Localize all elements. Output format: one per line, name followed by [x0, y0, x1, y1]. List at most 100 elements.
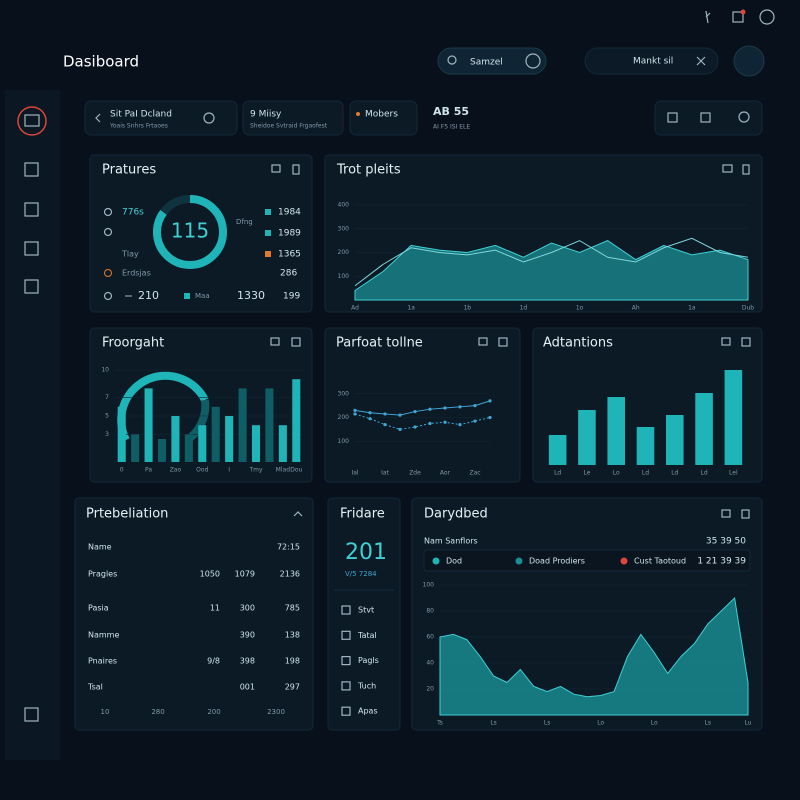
label: Maa: [195, 292, 210, 300]
icon[interactable]: [741, 509, 750, 519]
cell: 001: [240, 683, 255, 692]
x-tick-label: Ld: [700, 470, 707, 477]
row-label: Pasia: [88, 604, 109, 613]
icon: [203, 112, 215, 124]
swatch: [265, 209, 271, 215]
bar: [144, 388, 153, 462]
icon[interactable]: [271, 164, 281, 173]
bar: [157, 439, 167, 462]
tab[interactable]: [84, 100, 238, 136]
swatch: [184, 293, 190, 299]
icon: [341, 605, 351, 615]
nav-home[interactable]: [17, 106, 47, 136]
value: 210: [138, 289, 159, 302]
panel: [89, 154, 313, 313]
x-tick-label: Ts: [436, 720, 443, 727]
tab[interactable]: [242, 100, 344, 136]
list-item: Apas: [358, 707, 378, 716]
bar: [238, 388, 247, 462]
point: [488, 415, 492, 420]
icon[interactable]: [722, 164, 733, 173]
icon[interactable]: [525, 53, 541, 69]
search-text: Samzel: [470, 58, 503, 68]
close-icon[interactable]: [696, 56, 706, 66]
cell: 2136: [280, 570, 300, 579]
panel-title: Fridare: [340, 507, 385, 522]
panel-title: Pratures: [102, 163, 156, 178]
footer-label: 2300: [267, 708, 285, 716]
cell: 11: [210, 604, 220, 613]
icon[interactable]: [721, 509, 731, 518]
stat: AB 55: [433, 105, 469, 118]
x-tick-label: 1a: [688, 305, 696, 312]
search[interactable]: [437, 47, 547, 75]
bar: [724, 370, 743, 465]
icon[interactable]: [270, 337, 280, 346]
x-tick-label: Ood: [196, 467, 208, 474]
value: 199: [283, 292, 300, 302]
icon[interactable]: [700, 112, 711, 123]
footer-label: 280: [151, 708, 164, 716]
x-tick-label: Le: [583, 470, 590, 477]
point: [443, 420, 447, 424]
line: [354, 413, 491, 430]
nav-icon[interactable]: [24, 202, 39, 217]
icon[interactable]: [741, 337, 751, 347]
tab-label: Mobers: [365, 110, 398, 120]
icon[interactable]: [759, 9, 775, 25]
icon[interactable]: [667, 112, 678, 123]
icon[interactable]: [498, 337, 508, 347]
icon[interactable]: [721, 337, 731, 346]
badge: [740, 9, 746, 15]
x-tick-label: Zde: [409, 470, 421, 477]
point: [353, 412, 357, 416]
y-tick-label: 60: [426, 634, 434, 641]
sidebar: [5, 90, 60, 760]
legend-swatch: [620, 557, 628, 565]
icon: [103, 291, 113, 301]
row-label: Tsal: [87, 683, 103, 692]
value: 1984: [278, 208, 301, 218]
x-tick-label: Iat: [381, 470, 389, 477]
y-tick-label: 100: [338, 273, 350, 280]
area: [439, 596, 749, 716]
icon[interactable]: [478, 337, 488, 346]
icon[interactable]: [732, 11, 744, 23]
legend-swatch: [432, 557, 440, 565]
tab[interactable]: [349, 100, 418, 136]
swatch: [265, 230, 271, 236]
cell: 9/8: [207, 657, 220, 666]
x-tick-label: Aor: [440, 470, 451, 477]
x-tick-label: 0: [120, 467, 124, 474]
bar: [225, 416, 234, 462]
x-tick-label: Ld: [554, 470, 561, 477]
x-tick-label: 1d: [520, 305, 528, 312]
cell: 72:15: [277, 543, 300, 552]
icon-button[interactable]: [733, 45, 765, 77]
nav-icon[interactable]: [24, 241, 39, 256]
list-item: Pagls: [358, 656, 379, 665]
icon: [341, 681, 351, 691]
icon[interactable]: [292, 164, 300, 175]
icon[interactable]: [738, 111, 750, 123]
nav-icon[interactable]: [24, 162, 39, 177]
icon[interactable]: [742, 164, 750, 175]
bar: [666, 415, 684, 465]
filter[interactable]: [584, 47, 719, 75]
point: [383, 423, 387, 427]
nav-icon[interactable]: [24, 279, 39, 294]
swatch: [265, 251, 271, 257]
icon[interactable]: [293, 511, 303, 517]
bar: [171, 416, 180, 462]
bar: [117, 406, 126, 462]
icon[interactable]: [705, 10, 711, 24]
y-tick-label: 100: [338, 438, 350, 445]
nav-icon[interactable]: [24, 707, 39, 722]
point: [368, 417, 372, 421]
bar: [278, 425, 287, 462]
y-tick-label: 20: [426, 686, 434, 693]
point: [368, 411, 372, 415]
icon[interactable]: [291, 337, 301, 347]
row-label: Pragles: [88, 570, 117, 579]
tab-sub: Sheidoe Svtraid Frgaofest: [250, 123, 328, 130]
